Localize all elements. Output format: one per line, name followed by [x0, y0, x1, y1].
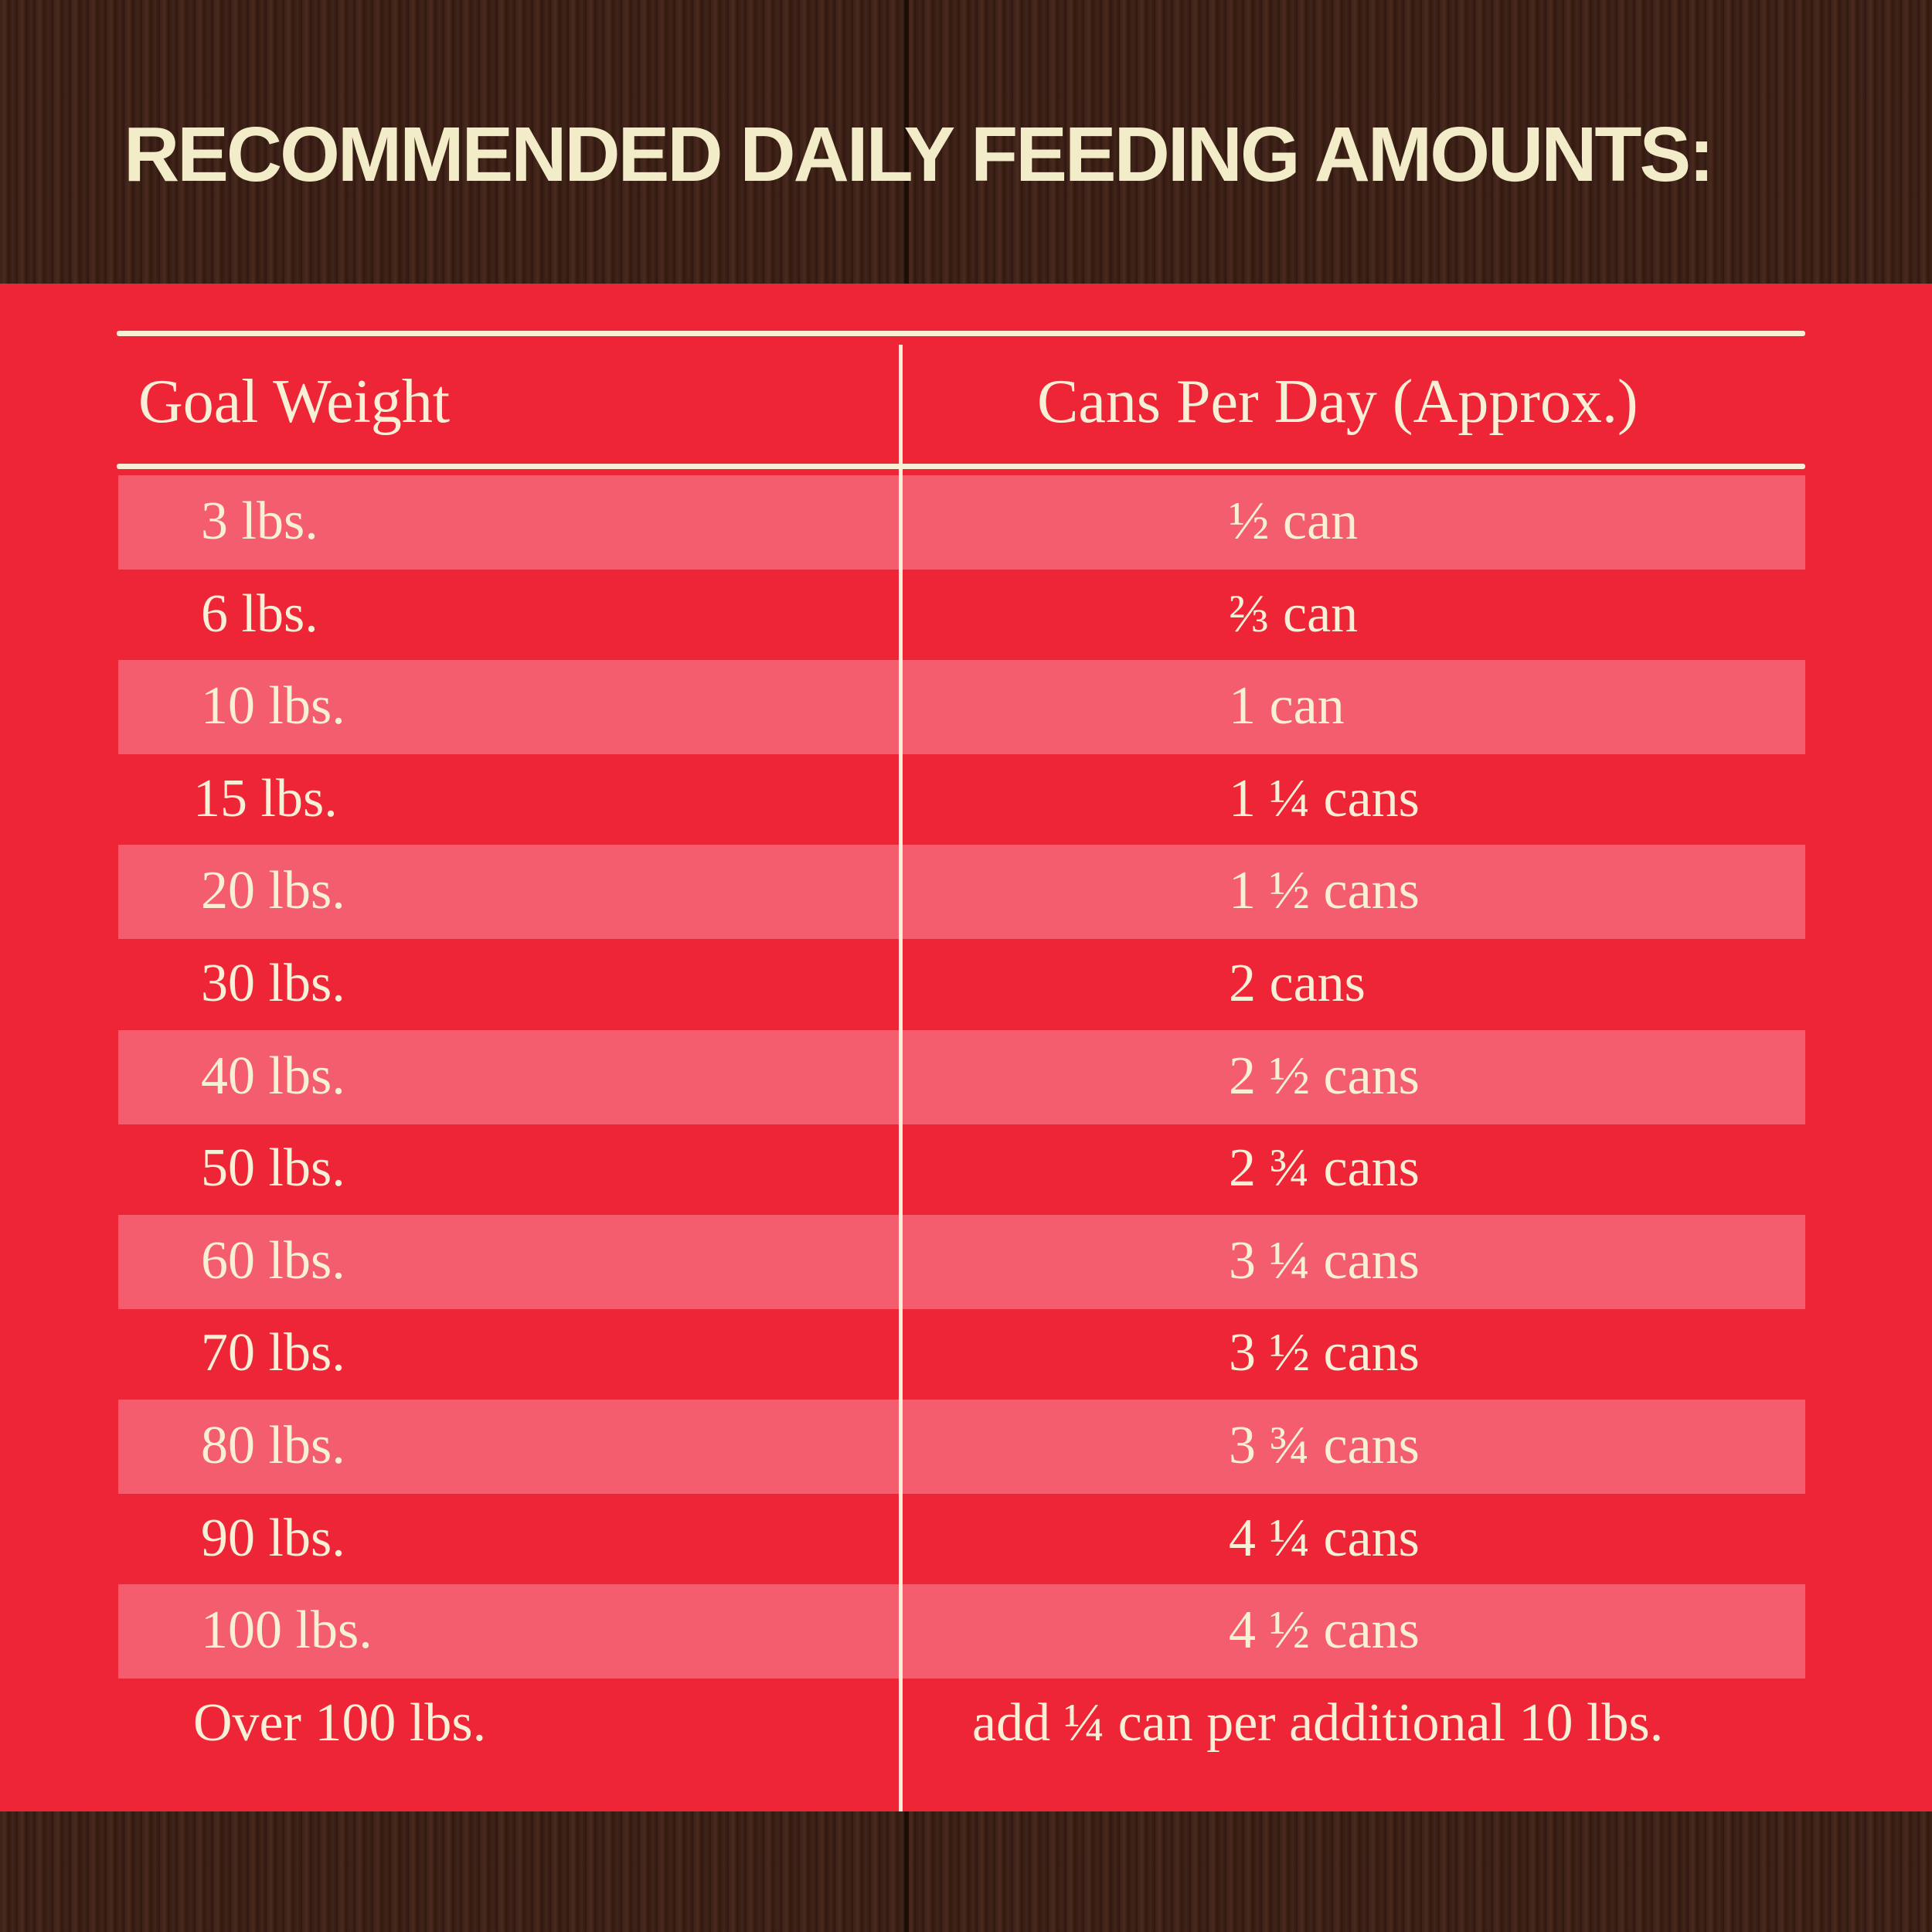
cans-cell: 2 ½ cans [1229, 1046, 1420, 1106]
column-divider [899, 345, 903, 1811]
weight-cell: 50 lbs. [201, 1138, 345, 1199]
cans-cell: 2 ¾ cans [1229, 1138, 1420, 1199]
header-cans-per-day: Cans Per Day (Approx.) [1037, 368, 1638, 436]
cans-cell: ⅔ can [1229, 583, 1359, 644]
weight-cell: 100 lbs. [201, 1600, 372, 1661]
weight-cell: 80 lbs. [201, 1416, 345, 1475]
weight-cell: 10 lbs. [201, 676, 345, 736]
row-band [118, 660, 1805, 755]
weight-cell: 90 lbs. [201, 1508, 345, 1568]
cans-cell: 3 ¾ cans [1229, 1416, 1420, 1475]
weight-cell: 15 lbs. [193, 768, 338, 828]
cans-cell: 2 cans [1229, 954, 1366, 1013]
cans-cell: 4 ½ cans [1229, 1600, 1420, 1661]
row-band [118, 1584, 1805, 1679]
weight-cell: 40 lbs. [201, 1046, 345, 1106]
row-band [118, 1029, 1805, 1124]
weight-cell: 30 lbs. [201, 954, 345, 1013]
weight-cell: 6 lbs. [201, 583, 318, 644]
cans-cell: 3 ½ cans [1229, 1323, 1420, 1383]
header-rule [117, 464, 1805, 469]
weight-cell: 70 lbs. [201, 1323, 345, 1383]
cans-cell: ½ can [1229, 492, 1359, 551]
page-title: RECOMMENDED DAILY FEEDING AMOUNTS: [124, 111, 1715, 198]
row-band [118, 845, 1805, 940]
cans-cell: 4 ¼ cans [1229, 1508, 1420, 1568]
cans-cell: 1 ½ cans [1229, 861, 1420, 921]
cans-cell: 3 ¼ cans [1229, 1230, 1420, 1291]
cans-cell: 1 can [1229, 676, 1345, 736]
weight-cell: 20 lbs. [201, 861, 345, 921]
weight-cell: 3 lbs. [201, 492, 318, 551]
row-band [118, 1214, 1805, 1309]
weight-cell: 60 lbs. [201, 1230, 345, 1291]
table-top-rule [117, 331, 1805, 336]
header-goal-weight: Goal Weight [138, 368, 451, 436]
weight-cell: Over 100 lbs. [193, 1692, 487, 1753]
cans-cell: add ¼ can per additional 10 lbs. [972, 1692, 1664, 1753]
row-band [118, 475, 1805, 570]
row-band [118, 1400, 1805, 1494]
cans-cell: 1 ¼ cans [1229, 768, 1420, 828]
